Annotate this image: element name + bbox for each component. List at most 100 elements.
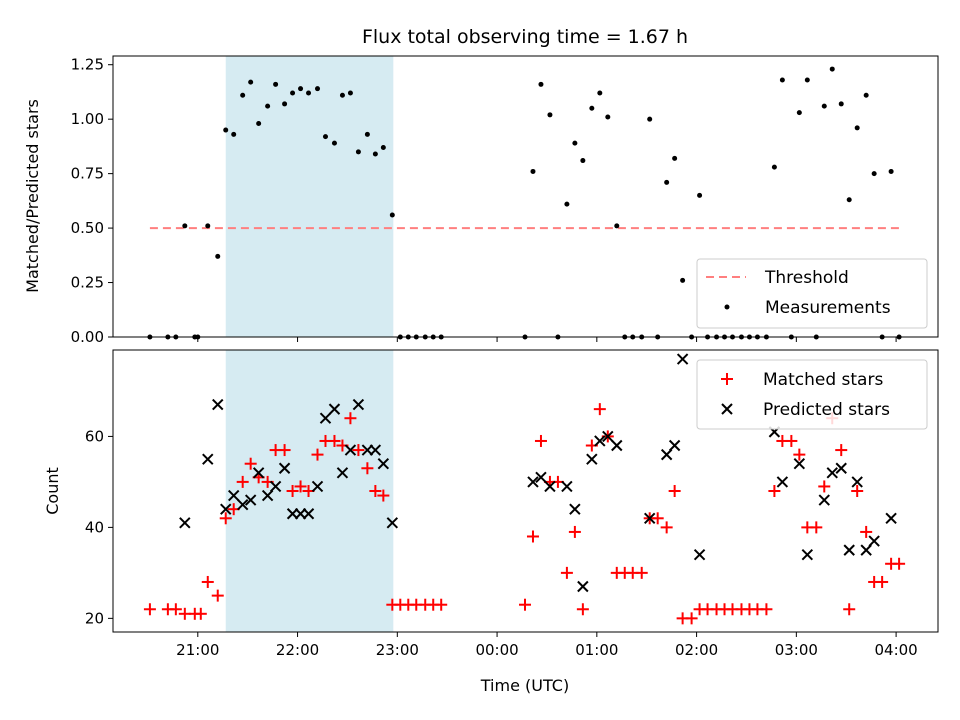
matched-star-point [201,575,214,588]
matched-star-point [660,521,673,534]
top-y-axis: 0.00 0.25 0.50 0.75 1.00 1.25 [71,56,113,346]
top-y-axis-label: Matched/Predicted stars [23,99,42,293]
predicted-star-point [252,467,265,479]
predicted-star-point [269,480,282,493]
bottom-x-tick-label: 00:00 [475,641,518,659]
matched-star-point [377,489,390,502]
predicted-star-mark-b [328,403,341,415]
predicted-star-point [660,448,673,461]
predicted-star-mark-b [843,544,855,556]
bottom-y-tick-label: 60 [85,427,104,445]
top-x-ticks [197,337,897,342]
matched-star-point [534,434,547,447]
matched-star-point [244,457,257,470]
predicted-star-point [611,439,623,452]
predicted-star-mark-b [369,444,382,456]
measurement-point [871,171,877,177]
measurement-point [697,192,703,198]
bottom-x-tick-label: 04:00 [874,641,917,659]
measurement-point [240,92,246,98]
predicted-star-point [386,517,399,529]
matched-star-point [810,521,823,534]
top-y-tick-label: 0.75 [71,165,104,183]
predicted-star-point [527,476,539,488]
matched-star-point [236,475,249,488]
matched-stars-series [143,403,906,625]
matched-star-point [169,603,182,616]
predicted-star-point [212,398,224,411]
predicted-star-mark-b [569,503,581,515]
measurement-point [306,90,312,96]
matched-star-point [576,603,589,616]
top-panel: 0.00 0.25 0.50 0.75 1.00 1.25 Matched/Predict… [23,55,939,346]
top-legend: Threshold Measurements [696,258,928,329]
measurement-point [231,131,237,137]
bottom-x-tick-label: 23:00 [376,641,419,659]
legend-measurements-label: Measurements [765,298,891,318]
predicted-stars-series [179,353,897,593]
predicted-star-mark-b [643,512,656,524]
top-y-tick-label: 1.00 [71,110,104,128]
matched-star-point [143,603,156,616]
measurement-point [680,277,686,283]
measurement-point [380,144,386,150]
top-legend-box [696,258,928,329]
predicted-star-point [569,503,581,515]
bottom-x-tick-label: 22:00 [276,641,319,659]
matched-star-point [278,444,291,457]
matched-star-point [818,480,831,493]
matched-star-point [560,566,573,579]
predicted-star-point [535,471,547,484]
measurement-point [647,116,653,122]
legend-predicted-swatch [721,403,733,415]
predicted-star-point [668,439,681,452]
matched-star-point [685,612,698,625]
predicted-star-point [586,453,598,465]
legend-threshold-label: Threshold [764,268,849,288]
matched-star-point [851,485,864,497]
predicted-star-point [776,476,789,488]
measurement-point [372,151,378,157]
predicted-star-point [544,480,556,493]
predicted-star-mark-b [851,476,863,488]
predicted-star-mark-b [352,398,365,411]
measurement-point [821,103,827,109]
measurement-point [290,90,296,96]
measurement-point [322,134,328,140]
predicted-star-point [236,498,249,511]
bottom-x-tick-label: 02:00 [675,641,718,659]
measurement-point [256,121,262,127]
predicted-star-point [818,494,830,506]
predicted-star-mark-b [228,489,240,502]
measurement-point [339,92,345,98]
predicted-star-mark-b [826,467,838,479]
measurement-point [846,197,852,203]
predicted-star-mark-b [561,480,573,493]
predicted-star-point [179,517,191,529]
top-plot-frame [112,55,939,338]
matched-star-point [635,566,648,579]
measurement-point [538,81,544,87]
predicted-star-point [336,467,349,479]
bottom-x-tick-label: 01:00 [575,641,618,659]
predicted-star-mark-b [386,517,399,529]
matched-star-point [286,485,299,497]
predicted-star-mark-b [261,489,274,502]
bottom-y-axis: 20 40 60 [85,427,113,627]
predicted-star-mark-b [535,471,547,484]
measurement-point [796,110,802,116]
measurement-point [779,77,785,83]
matched-star-point [835,444,848,457]
bottom-y-tick-label: 40 [85,518,104,536]
measurement-point [347,90,353,96]
measurement-point [389,212,395,218]
top-y-tick-label: 0.00 [71,328,104,346]
predicted-star-mark-b [693,548,706,561]
matched-star-point [344,412,357,425]
matched-star-point [668,485,681,497]
predicted-star-point [261,489,274,502]
matched-star-point [361,462,374,475]
legend-measurements-swatch [724,304,730,310]
measurement-point [248,79,254,85]
predicted-star-mark-b [835,462,847,474]
